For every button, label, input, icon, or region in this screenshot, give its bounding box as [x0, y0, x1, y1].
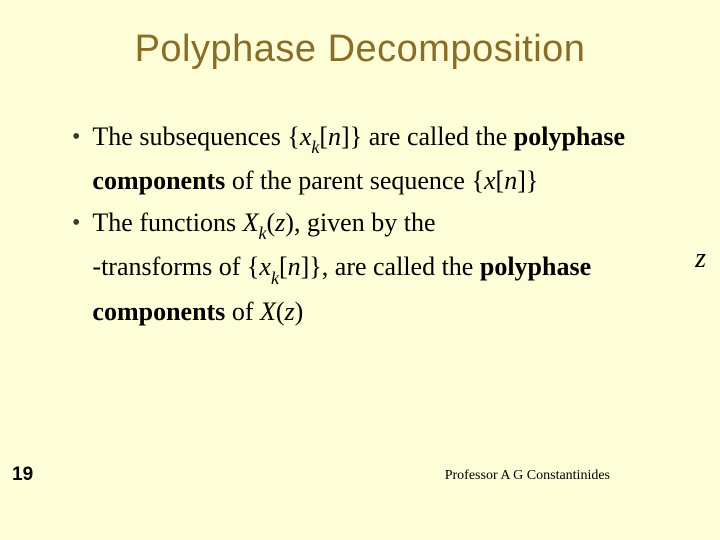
bullet-item: • The functions Xk(z), given by the -tra… [72, 205, 670, 329]
italic-var: n [504, 166, 517, 195]
math-expr: {xk[n]} [247, 249, 322, 293]
text-run: } [526, 166, 538, 195]
italic-var: X [260, 297, 276, 326]
text-run: The subsequences [92, 122, 287, 151]
text-run: -transforms of [92, 252, 247, 281]
italic-var: z [285, 297, 295, 326]
text-run: , given by the [294, 208, 436, 237]
content-area: • The subsequences {xk[n]} are called th… [50, 119, 670, 330]
text-run: of [225, 297, 260, 326]
bullet-marker-icon: • [72, 119, 80, 155]
text-run: of the parent sequence { [225, 166, 484, 195]
slide-number: 19 [12, 464, 33, 486]
bullet-text: The functions Xk(z), given by the -trans… [92, 205, 670, 329]
bullet-marker-icon: • [72, 205, 80, 241]
text-run: The functions [92, 208, 242, 237]
footer-text: Professor A G Constantinides [445, 468, 610, 484]
slide: Polyphase Decomposition • The subsequenc… [0, 0, 720, 540]
math-expr: {xk[n]} [287, 119, 362, 163]
side-character: z [695, 243, 706, 275]
italic-var: x [484, 166, 496, 195]
bullet-text: The subsequences {xk[n]} are called the … [92, 119, 670, 199]
text-run: , are called the [322, 252, 480, 281]
slide-title: Polyphase Decomposition [50, 28, 670, 71]
bullet-item: • The subsequences {xk[n]} are called th… [72, 119, 670, 199]
math-expr: Xk(z) [243, 205, 294, 249]
text-run: are called the [362, 122, 514, 151]
